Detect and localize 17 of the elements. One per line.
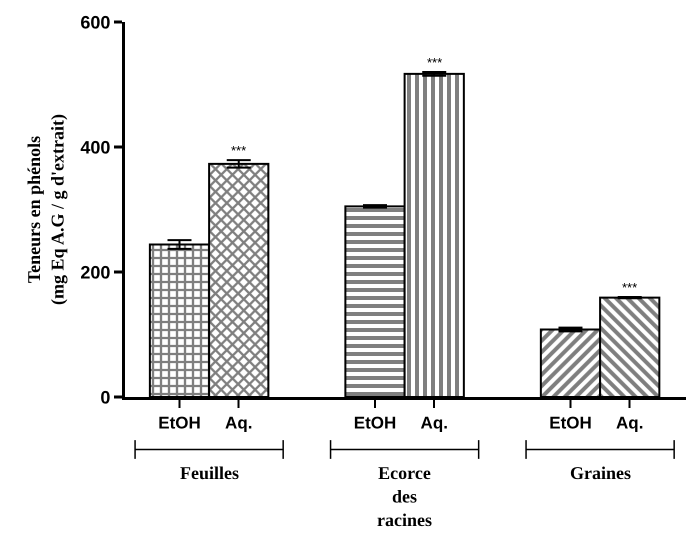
x-tick-label: Aq. <box>420 413 448 432</box>
data-label: *** <box>231 143 246 158</box>
x-tick-label: EtOH <box>158 413 201 432</box>
y-tick-label: 600 <box>80 12 110 32</box>
x-tick-label: Aq. <box>616 413 644 432</box>
x-tick-label: EtOH <box>354 413 396 432</box>
data-label: *** <box>622 280 638 295</box>
y-tick-label: 400 <box>80 137 110 158</box>
x-tick-label: EtOH <box>549 413 592 432</box>
x-tick-label: Aq. <box>225 413 252 432</box>
text: Graines <box>570 463 631 483</box>
text: Feuilles <box>180 463 239 483</box>
y-tick-label: 200 <box>80 262 110 282</box>
y-tick-label: 0 <box>100 387 110 408</box>
y-axis-title: Teneurs en phénols (mg Eq A.G / g d'extrait) <box>24 114 68 305</box>
text: Ecorce des racines <box>377 463 432 530</box>
data-label: *** <box>427 55 442 70</box>
